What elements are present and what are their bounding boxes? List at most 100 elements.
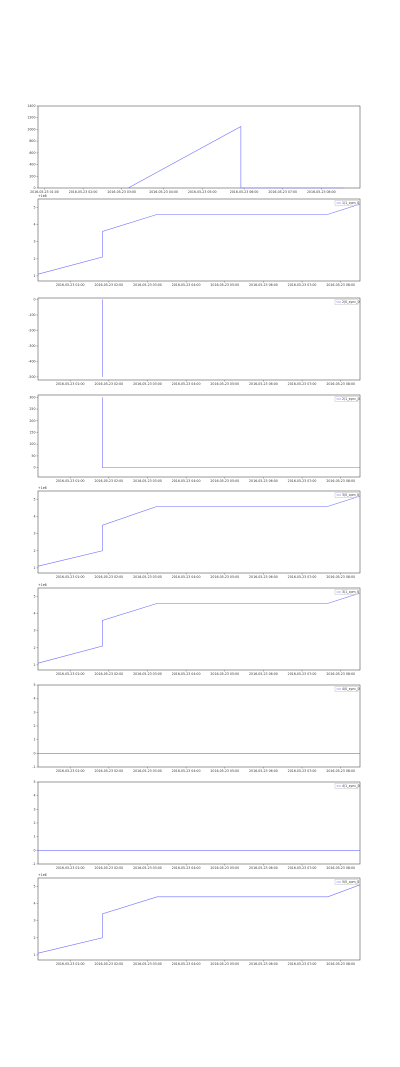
x-tick-label: 2016-05-23 05:00 — [210, 382, 239, 386]
legend-box — [334, 492, 359, 498]
plot-frame — [37, 394, 361, 478]
legend-label: 4/0_sync_0 — [342, 687, 360, 691]
y-tick-label: 1 — [33, 835, 35, 839]
x-tick-label: 2016-05-23 05:00 — [210, 479, 239, 483]
y-tick-label: 2 — [33, 549, 35, 553]
y-tick-label: 4 — [33, 515, 35, 519]
y-tick-label: 250 — [29, 407, 35, 411]
y-tick-label: 4 — [33, 697, 35, 701]
x-tick-label: 2016-05-23 06:00 — [249, 283, 278, 287]
x-tick-label: 2016-05-23 02:00 — [94, 672, 123, 676]
legend-label: 4/1_sync_0 — [342, 784, 360, 788]
x-tick-label: 2016-05-23 03:00 — [133, 382, 162, 386]
x-tick-label: 2016-05-23 01:00 — [56, 962, 85, 966]
x-tick-label: 2016-05-23 01:00 — [56, 283, 85, 287]
x-tick-label: 2016-05-23 04:00 — [172, 382, 201, 386]
x-tick-label: 2016-05-23 02:00 — [94, 962, 123, 966]
x-tick-label: 2016-05-23 04:00 — [172, 866, 201, 870]
legend-box — [334, 686, 359, 692]
y-tick-label: 0 — [33, 186, 35, 190]
y-tick-label: 2 — [33, 936, 35, 940]
y-tick-label: 1400 — [27, 104, 35, 108]
x-tick-label: 2016-05-23 01:00 — [56, 866, 85, 870]
x-tick-label: 2016-05-23 03:00 — [133, 575, 162, 579]
y-tick-label: 2 — [33, 724, 35, 728]
offset-text: +1e6 — [38, 873, 47, 877]
legend-box — [334, 783, 359, 789]
legend-box — [334, 589, 359, 595]
x-tick-label: 2016-05-23 08:00 — [326, 769, 355, 773]
y-tick-label: 0 — [33, 466, 35, 470]
y-tick-label: 5 — [33, 683, 35, 687]
series-line — [37, 592, 361, 664]
x-tick-label: 2016-05-23 03:00 — [133, 479, 162, 483]
series-line — [128, 125, 344, 189]
y-tick-label: 3 — [33, 710, 35, 714]
y-tick-label: 0 — [33, 751, 35, 755]
y-tick-label: 1 — [33, 663, 35, 667]
y-tick-label: 5 — [33, 595, 35, 599]
x-tick-label: 2016-05-23 05:00 — [210, 575, 239, 579]
y-tick-label: 5 — [33, 206, 35, 210]
legend-box — [334, 396, 359, 402]
x-tick-label: 2016-05-23 08:00 — [326, 283, 355, 287]
offset-text: +1e6 — [38, 194, 47, 198]
x-tick-label: 2016-05-23 03:00 — [133, 672, 162, 676]
y-tick-label: -400 — [28, 359, 35, 363]
y-tick-label: -1 — [32, 765, 35, 769]
x-tick-label: 2016-05-23 08:00 — [307, 190, 336, 194]
y-tick-label: 2 — [33, 646, 35, 650]
y-tick-label: -300 — [28, 344, 35, 348]
y-tick-label: 1000 — [27, 127, 35, 131]
x-tick-label: 2016-05-23 08:00 — [326, 382, 355, 386]
x-tick-label: 2016-05-23 07:00 — [288, 575, 317, 579]
x-tick-label: 2016-05-23 02:00 — [94, 283, 123, 287]
legend-box — [334, 299, 359, 305]
x-tick-label: 2016-05-23 08:00 — [326, 479, 355, 483]
x-tick-label: 2016-05-23 04:00 — [172, 769, 201, 773]
x-tick-label: 2016-05-23 07:00 — [288, 479, 317, 483]
y-tick-label: 1200 — [27, 116, 35, 120]
y-tick-label: 3 — [33, 807, 35, 811]
x-tick-label: 2016-05-23 02:00 — [94, 575, 123, 579]
x-tick-label: 2016-05-23 05:00 — [210, 866, 239, 870]
y-tick-label: 5 — [33, 885, 35, 889]
y-tick-label: 4 — [33, 223, 35, 227]
y-tick-label: 300 — [29, 395, 35, 399]
x-tick-label: 2016-05-23 06:00 — [249, 962, 278, 966]
y-tick-label: 800 — [29, 139, 35, 143]
y-tick-label: -100 — [28, 313, 35, 317]
x-tick-label: 2016-05-23 03:00 — [133, 866, 162, 870]
x-tick-label: 2016-05-23 06:00 — [249, 479, 278, 483]
x-tick-label: 2016-05-23 08:00 — [326, 962, 355, 966]
y-tick-label: -200 — [28, 328, 35, 332]
y-tick-label: 3 — [33, 240, 35, 244]
series-line — [37, 203, 361, 275]
series-line — [37, 495, 361, 567]
x-tick-label: 2016-05-23 02:00 — [94, 479, 123, 483]
y-tick-label: 5 — [33, 780, 35, 784]
y-tick-label: 100 — [29, 442, 35, 446]
x-tick-label: 2016-05-23 03:00 — [133, 769, 162, 773]
x-tick-label: 2016-05-23 01:00 — [30, 190, 59, 194]
y-tick-label: -500 — [28, 375, 35, 379]
legend-label: 3/0_cpm_0 — [342, 493, 359, 497]
y-tick-label: 1 — [33, 274, 35, 278]
x-tick-label: 2016-05-23 07:00 — [288, 962, 317, 966]
x-tick-label: 2016-05-23 04:00 — [149, 190, 178, 194]
x-tick-label: 2016-05-23 05:00 — [188, 190, 217, 194]
legend-box — [334, 879, 359, 885]
x-tick-label: 2016-05-23 06:00 — [249, 866, 278, 870]
offset-text: +1e6 — [38, 583, 47, 587]
y-tick-label: 1 — [33, 953, 35, 957]
plot-frame — [37, 105, 361, 189]
y-tick-label: 3 — [33, 919, 35, 923]
x-tick-label: 2016-05-23 03:00 — [107, 190, 136, 194]
plot-frame — [37, 490, 361, 574]
x-tick-label: 2016-05-23 04:00 — [172, 672, 201, 676]
legend-label: 2/0_sync_0 — [342, 300, 360, 304]
x-tick-label: 2016-05-23 06:00 — [249, 382, 278, 386]
x-tick-label: 2016-05-23 01:00 — [56, 479, 85, 483]
x-tick-label: 2016-05-23 02:00 — [94, 866, 123, 870]
